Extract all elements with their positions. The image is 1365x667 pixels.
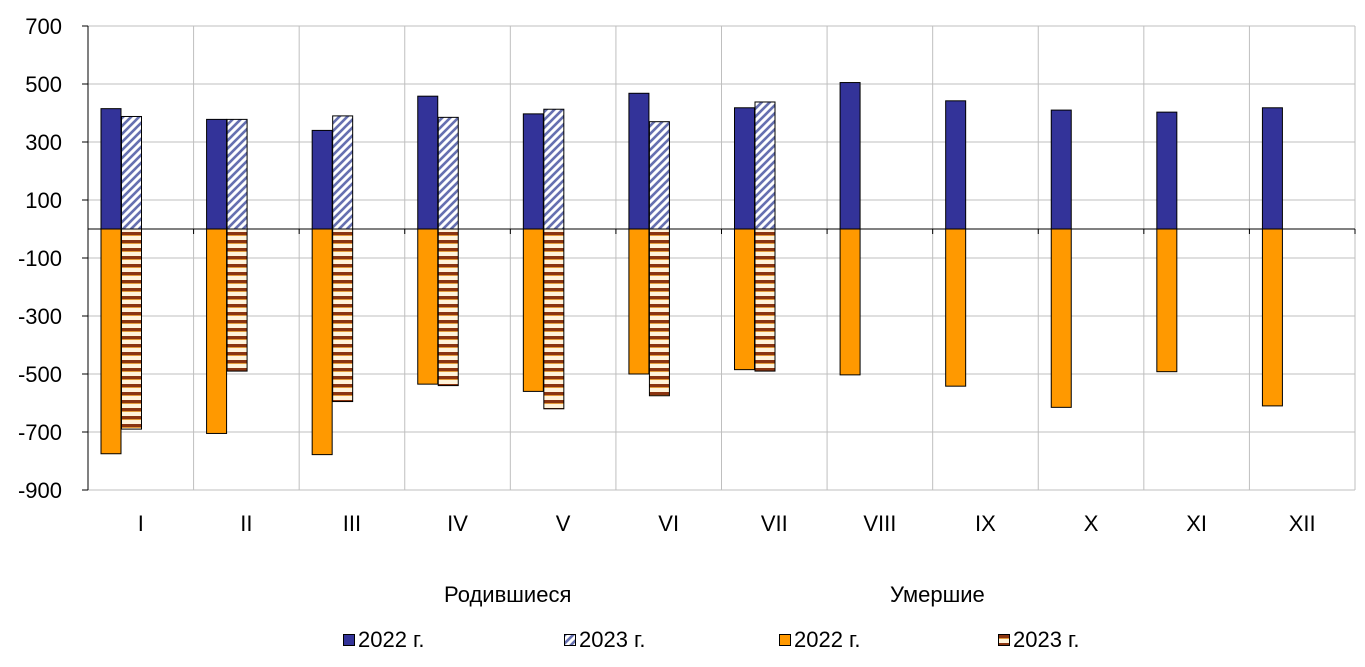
x-axis-category-labels: I II III IV V VI VII VIII IX X XI XII — [138, 511, 1316, 536]
bar-series-2-X — [1050, 228, 1072, 408]
bar-series-1-IV — [437, 116, 459, 230]
bar-series-1-I — [121, 115, 142, 230]
x-category-label: VI — [658, 511, 679, 536]
bar-series-0-VII — [734, 107, 755, 230]
bar-series-3-I — [121, 228, 142, 430]
bar-series-0-X — [1050, 109, 1072, 230]
legend-item-deaths-2023: 2023 г. — [998, 627, 1080, 653]
bars — [100, 82, 1283, 456]
bar-series-0-XII — [1261, 107, 1283, 230]
bar-series-0-II — [206, 118, 228, 230]
bar-series-3-VI — [648, 228, 670, 397]
x-category-label: XI — [1186, 511, 1207, 536]
bar-series-2-V — [522, 228, 544, 392]
y-tick-label: 300 — [25, 130, 62, 155]
legend-label-deaths-2023: 2023 г. — [1013, 627, 1080, 652]
y-axis-tick-labels: 700 500 300 100 -100 -300 -500 -700 -900 — [18, 14, 62, 503]
x-category-label: VII — [761, 511, 788, 536]
bar-series-3-III — [332, 228, 354, 403]
bar-series-1-V — [543, 108, 565, 230]
bar-series-2-III — [311, 228, 333, 456]
group-label-deaths: Умершие — [890, 582, 985, 607]
bar-series-0-IV — [417, 95, 439, 230]
legend-label-births-2022: 2022 г. — [358, 627, 425, 652]
bar-series-0-XI — [1156, 111, 1178, 230]
axes — [82, 25, 1356, 491]
group-label-births: Родившиеся — [444, 582, 572, 607]
bar-series-3-V — [543, 228, 565, 410]
bar-series-1-III — [332, 115, 354, 230]
bar-series-2-VIII — [839, 228, 861, 376]
bar-series-2-XI — [1156, 228, 1178, 373]
bar-series-2-VII — [734, 228, 755, 371]
legend-label-deaths-2022: 2022 г. — [794, 627, 861, 652]
x-category-label: II — [240, 511, 252, 536]
bar-series-2-IV — [417, 228, 439, 385]
x-category-label: III — [343, 511, 361, 536]
y-tick-label: -300 — [18, 304, 62, 329]
bar-series-3-II — [226, 228, 248, 372]
bar-series-0-IX — [945, 100, 967, 230]
bar-series-2-VI — [628, 228, 650, 375]
bar-series-3-VII — [754, 228, 776, 372]
x-category-label: VIII — [863, 511, 896, 536]
bar-series-2-IX — [945, 228, 967, 387]
legend-swatch-births-2022 — [343, 634, 355, 646]
x-category-label: X — [1084, 511, 1099, 536]
y-tick-label: 700 — [25, 14, 62, 39]
legend-swatch-deaths-2023 — [998, 634, 1010, 646]
legend-item-births-2023: 2023 г. — [564, 627, 646, 653]
legend-item-deaths-2022: 2022 г. — [779, 627, 861, 653]
x-category-label: IX — [975, 511, 996, 536]
legend-swatch-deaths-2022 — [779, 634, 791, 646]
legend-swatch-births-2023 — [564, 634, 576, 646]
bar-series-2-I — [100, 228, 122, 455]
x-category-label: V — [556, 511, 571, 536]
legend-item-births-2022: 2022 г. — [343, 627, 425, 653]
bar-series-1-VI — [648, 121, 670, 230]
y-tick-label: 500 — [25, 72, 62, 97]
bar-series-2-XII — [1261, 228, 1283, 407]
bar-series-3-IV — [437, 228, 459, 387]
bar-series-0-VIII — [839, 82, 861, 230]
legend-label-births-2023: 2023 г. — [579, 627, 646, 652]
y-tick-label: -100 — [18, 246, 62, 271]
x-category-label: IV — [447, 511, 468, 536]
y-tick-label: -900 — [18, 478, 62, 503]
bar-series-1-II — [226, 118, 248, 230]
bar-series-0-VI — [628, 92, 650, 230]
bar-series-0-I — [100, 108, 122, 230]
bar-series-1-VII — [754, 101, 776, 230]
bar-series-2-II — [206, 228, 228, 434]
y-tick-label: -500 — [18, 362, 62, 387]
y-tick-label: 100 — [25, 188, 62, 213]
x-category-label: I — [138, 511, 144, 536]
bar-series-0-V — [522, 113, 544, 230]
y-tick-label: -700 — [18, 420, 62, 445]
gridlines — [88, 25, 1356, 491]
x-category-label: XII — [1289, 511, 1316, 536]
bar-series-0-III — [311, 129, 333, 230]
legend: 2022 г. 2023 г. 2022 г. 2023 г. — [0, 627, 1365, 657]
